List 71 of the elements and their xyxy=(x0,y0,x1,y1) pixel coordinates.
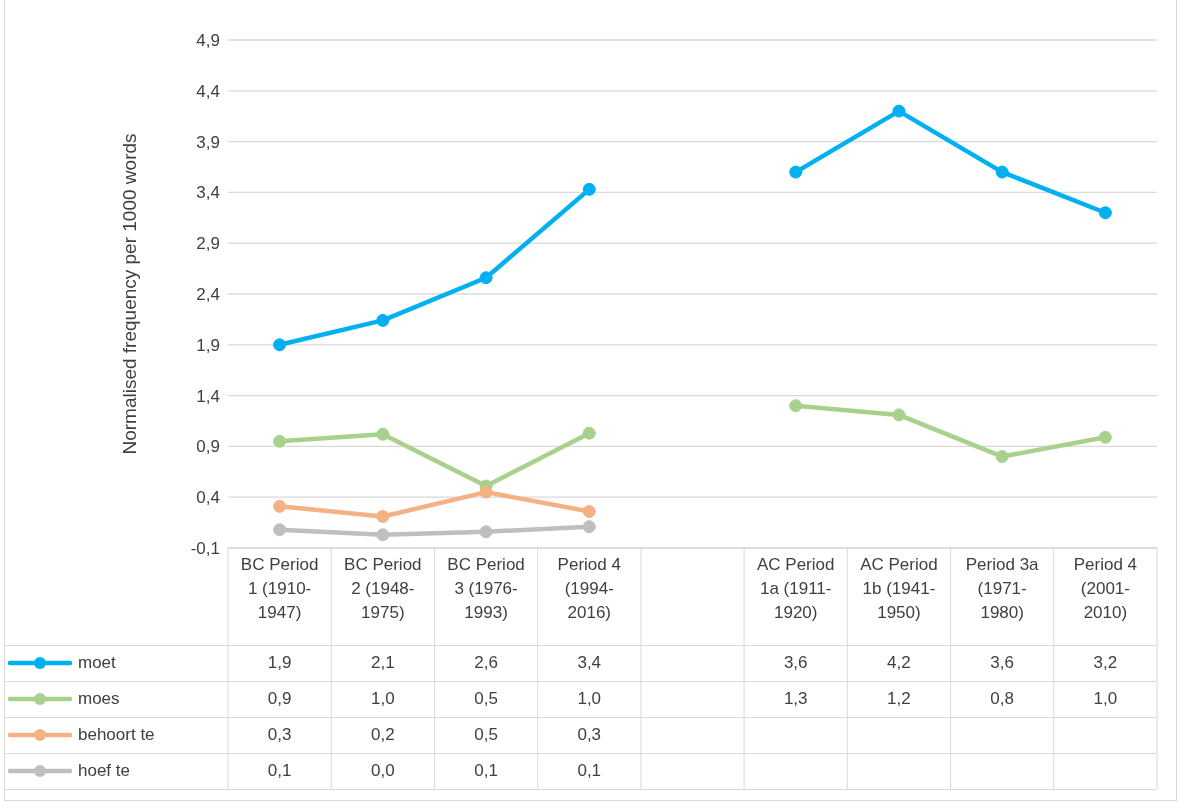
data-label: 0,8 xyxy=(989,688,1015,710)
point xyxy=(995,450,1009,464)
y-tick-label: 2,9 xyxy=(196,234,220,254)
point xyxy=(1098,430,1112,444)
y-tick-label: 3,4 xyxy=(196,183,220,203)
data-label: 1,0 xyxy=(1092,688,1119,710)
point xyxy=(273,523,287,537)
data-label: 0,1 xyxy=(266,760,293,782)
data-label: 3,4 xyxy=(576,652,603,674)
x-tick-label: Period 4 (2001-2010) xyxy=(1073,555,1138,622)
point xyxy=(273,499,287,513)
point xyxy=(582,426,596,440)
point xyxy=(273,338,287,352)
y-axis-title: Normalised frequency per 1000 words xyxy=(119,133,141,455)
data-label: 1,2 xyxy=(886,688,912,710)
point xyxy=(995,165,1009,179)
data-label: 0,1 xyxy=(576,760,603,782)
legend-label: moes xyxy=(78,689,120,709)
x-tick-label: Period 4 (1994-2016) xyxy=(557,555,621,622)
point xyxy=(892,408,906,422)
point xyxy=(789,399,803,413)
point xyxy=(479,485,493,499)
data-label: 0,2 xyxy=(370,724,396,746)
data-label: 3,6 xyxy=(782,652,809,674)
legend-label: moet xyxy=(78,653,116,673)
point xyxy=(789,165,803,179)
y-tick-label: 0,4 xyxy=(196,488,220,508)
point xyxy=(479,271,493,285)
point xyxy=(1098,206,1112,220)
data-label: 0,9 xyxy=(266,688,293,710)
data-label: 3,6 xyxy=(989,652,1015,674)
data-label: 1,0 xyxy=(576,688,603,710)
y-tick-label: 4,4 xyxy=(196,81,220,101)
y-tick-label: 2,4 xyxy=(196,285,220,305)
data-label: 2,1 xyxy=(370,652,396,674)
data-label: 0,5 xyxy=(473,724,499,746)
point xyxy=(273,434,287,448)
point xyxy=(479,525,493,539)
data-label: 0,3 xyxy=(576,724,603,746)
data-label: 0,1 xyxy=(473,760,499,782)
data-label: 0,3 xyxy=(266,724,293,746)
point xyxy=(376,313,390,327)
point xyxy=(376,528,390,542)
x-tick-label: BC Period 3 (1976-1993) xyxy=(447,555,525,622)
data-label: 1,3 xyxy=(782,688,809,710)
data-label: 2,6 xyxy=(473,652,499,674)
y-tick-label: 1,4 xyxy=(196,386,220,406)
point xyxy=(376,510,390,523)
x-tick-label: AC Period 1a (1911-1920) xyxy=(756,555,835,622)
y-tick-label: 0,9 xyxy=(196,437,220,457)
point xyxy=(582,504,596,518)
x-tick-label: Period 3a (1971-1980) xyxy=(965,555,1040,622)
y-tick-label: 1,9 xyxy=(196,335,220,355)
data-label: 0,5 xyxy=(473,688,499,710)
point xyxy=(582,182,596,196)
data-label: 3,2 xyxy=(1092,652,1119,674)
x-tick-label: BC Period 1 (1910-1947) xyxy=(240,555,319,622)
y-tick-label: 3,9 xyxy=(196,132,220,152)
data-label: 4,2 xyxy=(886,652,912,674)
data-label: 1,9 xyxy=(266,652,293,674)
y-tick-label: 4,9 xyxy=(196,31,220,51)
y-tick-label: -0,1 xyxy=(190,539,220,559)
x-tick-label: AC Period 1b (1941-1950) xyxy=(860,555,938,622)
data-label: 0,0 xyxy=(370,760,396,782)
point xyxy=(892,104,906,118)
x-tick-label: BC Period 2 (1948-1975) xyxy=(344,555,422,622)
legend-label: hoef te xyxy=(78,761,130,781)
point xyxy=(376,427,390,441)
legend-label: behoort te xyxy=(78,725,155,745)
point xyxy=(582,520,596,534)
data-label: 1,0 xyxy=(370,688,396,710)
